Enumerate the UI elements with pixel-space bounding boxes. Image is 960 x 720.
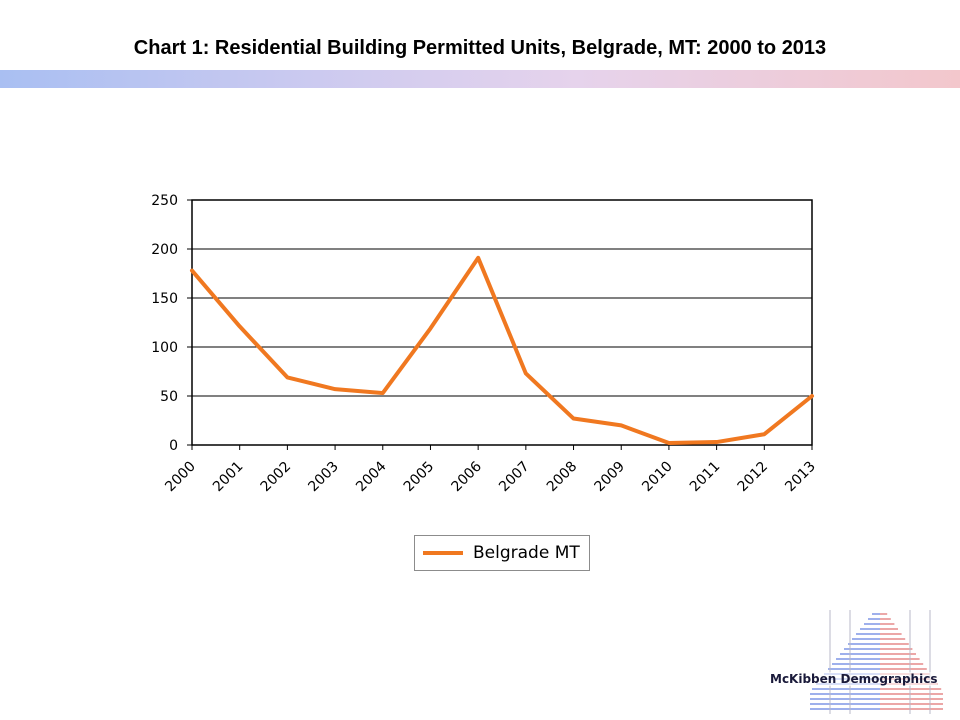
slide-title: Chart 1: Residential Building Permitted … [40, 34, 920, 63]
x-tick-label: 2004 [353, 458, 390, 495]
x-tick-label: 2000 [162, 459, 199, 496]
x-tick-label: 2003 [305, 459, 342, 496]
x-tick-label: 2002 [258, 459, 295, 496]
x-tick-label: 2005 [401, 459, 438, 496]
y-tick-label: 0 [169, 438, 178, 454]
x-tick-label: 2013 [782, 459, 819, 496]
legend-label: Belgrade MT [473, 543, 580, 563]
x-tick-label: 2012 [735, 459, 772, 496]
y-tick-label: 100 [151, 340, 178, 356]
slide-title-text: Chart 1: Residential Building Permitted … [133, 37, 827, 59]
x-tick-label: 2010 [639, 459, 676, 496]
x-tick-label: 2011 [687, 459, 724, 496]
x-tick-label: 2007 [496, 459, 533, 496]
x-tick-label: 2006 [448, 458, 485, 495]
x-tick-label: 2001 [210, 459, 247, 496]
plot-area-border [191, 199, 813, 446]
series-line-belgrade-mt [190, 255, 814, 446]
y-tick-label: 50 [160, 389, 178, 405]
x-tick-label: 2009 [592, 459, 629, 496]
y-tick-label: 250 [151, 193, 178, 209]
x-tick-label: 2008 [544, 459, 581, 496]
y-tick-label: 150 [151, 291, 178, 307]
legend-swatch [423, 551, 463, 555]
y-tick-label: 200 [151, 242, 178, 258]
mckibben-logo-graphic [810, 610, 943, 714]
chart-legend: Belgrade MT [414, 535, 590, 571]
logo-text: McKibben Demographics [770, 672, 938, 686]
title-band [0, 70, 960, 88]
